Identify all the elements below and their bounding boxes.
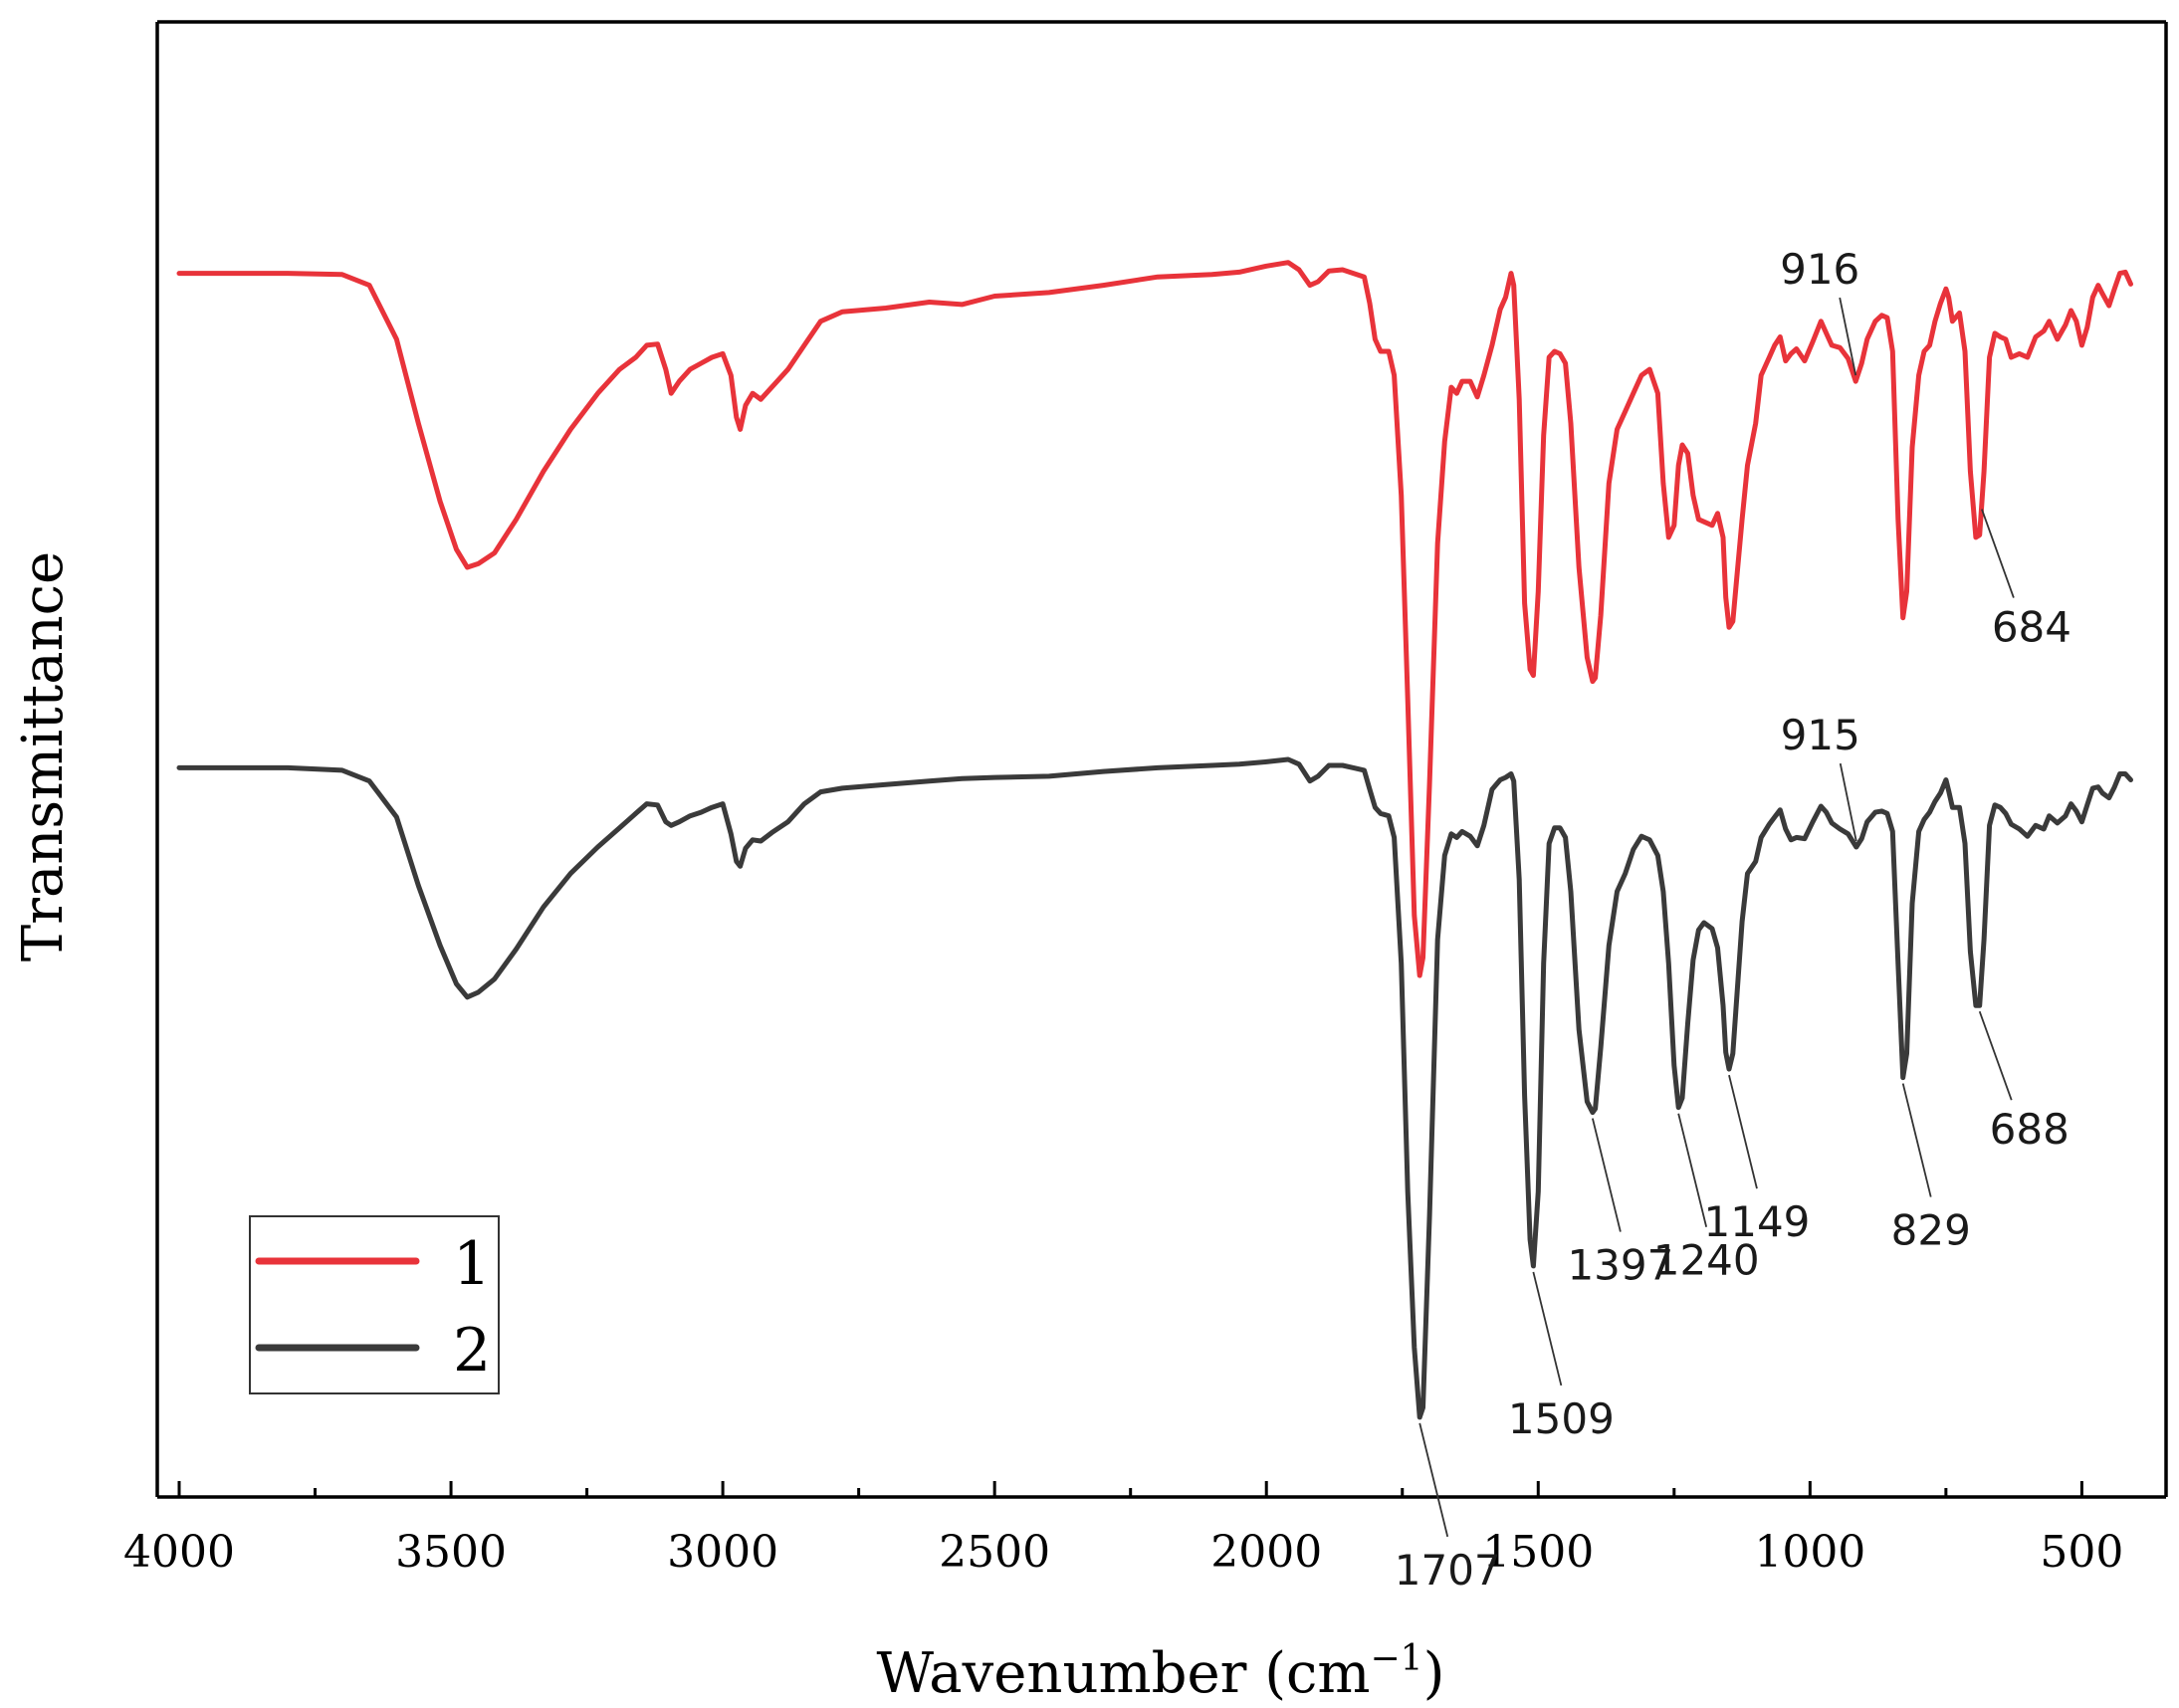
x-axis-title-main: Wavenumber bbox=[877, 1641, 1247, 1706]
peak-leader-1240 bbox=[1677, 1113, 1708, 1227]
x-tick-label-1000: 1000 bbox=[1754, 1527, 1865, 1578]
peak-label-1707: 1707 bbox=[1395, 1546, 1501, 1595]
x-tick-label-3500: 3500 bbox=[395, 1527, 507, 1578]
peak-label-829: 829 bbox=[1891, 1206, 1971, 1255]
x-tick-label-3000: 3000 bbox=[667, 1527, 778, 1578]
legend-label-series-1: 1 bbox=[453, 1229, 491, 1299]
peak-leader-916 bbox=[1839, 297, 1857, 376]
peak-label-688: 688 bbox=[1990, 1105, 2070, 1154]
y-axis-title: Transmittance bbox=[11, 551, 76, 961]
peak-label-1149: 1149 bbox=[1704, 1197, 1811, 1246]
x-tick-label-2500: 2500 bbox=[939, 1527, 1050, 1578]
peak-leader-684 bbox=[1981, 509, 2015, 598]
peak-label-915: 915 bbox=[1781, 711, 1860, 759]
series-group bbox=[176, 260, 2133, 1420]
x-tick-label-2000: 2000 bbox=[1210, 1527, 1322, 1578]
legend-box bbox=[249, 1215, 500, 1394]
x-ticks: 4000 3500 3000 2500 2000 1500 1000 500 bbox=[123, 1481, 2123, 1578]
legend-label-series-2: 2 bbox=[453, 1316, 491, 1386]
x-axis-title-unit-exp: −1 bbox=[1371, 1638, 1423, 1679]
peak-label-1240: 1240 bbox=[1653, 1236, 1760, 1285]
plot-frame bbox=[155, 20, 2168, 1499]
legend: 1 2 bbox=[249, 1215, 500, 1394]
x-tick-label-4000: 4000 bbox=[123, 1527, 235, 1578]
x-tick-label-500: 500 bbox=[2040, 1527, 2123, 1578]
peak-label-684: 684 bbox=[1992, 603, 2071, 652]
series-line-1 bbox=[176, 260, 2133, 978]
peak-leader-688 bbox=[1978, 1010, 2013, 1101]
x-axis-title-close-paren: ) bbox=[1423, 1641, 1445, 1706]
x-axis-title: Wavenumber (cm−1) bbox=[877, 1638, 1445, 1706]
peak-leader-915 bbox=[1839, 762, 1857, 842]
series-line-2 bbox=[176, 756, 2133, 1420]
peak-leader-1397 bbox=[1592, 1118, 1622, 1232]
peak-leader-1509 bbox=[1532, 1271, 1563, 1387]
x-axis-title-open-paren: ( bbox=[1246, 1641, 1286, 1706]
x-axis-title-unit: cm bbox=[1286, 1641, 1370, 1706]
peak-label-916: 916 bbox=[1780, 245, 1859, 294]
x-tick-label-1500: 1500 bbox=[1482, 1527, 1594, 1578]
peak-leader-1707 bbox=[1418, 1422, 1449, 1538]
peak-leader-829 bbox=[1901, 1083, 1932, 1197]
peak-leader-1149 bbox=[1728, 1074, 1758, 1189]
peak-label-1509: 1509 bbox=[1508, 1394, 1615, 1443]
peak-label-1397: 1397 bbox=[1567, 1241, 1673, 1290]
